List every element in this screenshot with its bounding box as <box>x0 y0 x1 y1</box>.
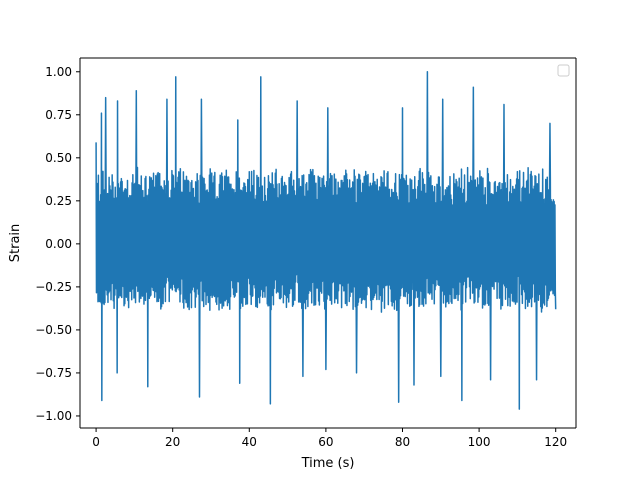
y-tick-label: 1.00 <box>45 65 72 79</box>
y-tick-label: −0.75 <box>35 366 72 380</box>
y-axis-ticks: −1.00 −0.75 −0.50 −0.25 0.00 0.25 0.50 0.75 1.00 <box>35 65 80 423</box>
y-tick-label: 0.50 <box>45 151 72 165</box>
y-tick-label: 0.00 <box>45 237 72 251</box>
y-axis-label: Strain <box>8 224 23 263</box>
axes-frame <box>79 57 577 429</box>
y-tick-label: −0.25 <box>35 280 72 294</box>
y-tick-label: 0.25 <box>45 194 72 208</box>
y-tick-label: −1.00 <box>35 409 72 423</box>
legend-box <box>557 64 570 77</box>
x-axis-ticks: 0 20 40 60 80 100 120 <box>92 428 567 449</box>
x-tick-label: 80 <box>395 435 410 449</box>
x-tick-label: 40 <box>242 435 257 449</box>
y-tick-label: 0.75 <box>45 108 72 122</box>
x-tick-label: 20 <box>165 435 180 449</box>
x-tick-label: 60 <box>318 435 333 449</box>
series-layer <box>95 71 557 410</box>
x-tick-label: 0 <box>92 435 100 449</box>
x-tick-label: 120 <box>544 435 567 449</box>
x-axis-label: Time (s) <box>301 456 355 471</box>
y-tick-label: −0.50 <box>35 323 72 337</box>
strain-series-line <box>95 71 557 410</box>
x-tick-label: 100 <box>468 435 491 449</box>
